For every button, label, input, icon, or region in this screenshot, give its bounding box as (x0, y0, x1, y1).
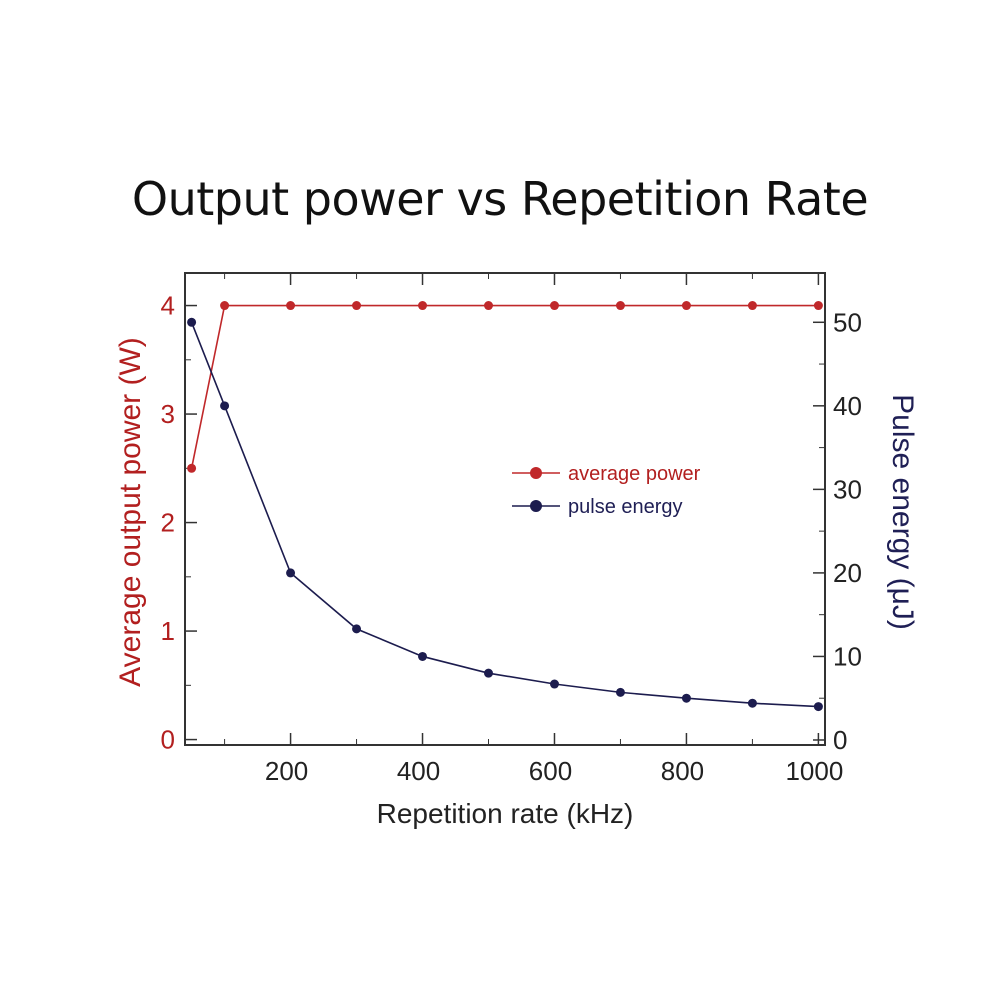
average-power-point (681, 301, 691, 311)
pulse-energy-point (549, 679, 559, 689)
average-power-point (484, 301, 494, 311)
average-power-point (615, 301, 625, 311)
legend: average power pulse energy (512, 463, 701, 518)
x-axis-label: Repetition rate (kHz) (377, 798, 634, 829)
x-tick-label: 400 (397, 756, 440, 786)
x-tick-label: 600 (529, 756, 572, 786)
pulse-energy-point (220, 401, 230, 411)
left-axis: 0 1 2 3 4 (161, 291, 197, 755)
y-left-tick-label: 2 (161, 508, 175, 538)
pulse-energy-point (747, 698, 757, 708)
y-right-tick-label: 50 (833, 307, 862, 337)
pulse-energy-point (352, 624, 362, 634)
bottom-axis: 200 400 600 800 1000 (224, 273, 843, 786)
y-right-tick-label: 0 (833, 725, 847, 755)
plot-frame (184, 272, 826, 746)
y-left-tick-label: 0 (161, 725, 175, 755)
pulse-energy-point (286, 568, 296, 578)
x-tick-label: 800 (661, 756, 704, 786)
pulse-energy-line (190, 321, 819, 708)
legend-marker-pulse-energy (530, 500, 542, 512)
average-power-point (286, 301, 296, 311)
pulse-energy-point (813, 702, 823, 712)
pulse-energy-point (681, 693, 691, 703)
y-left-tick-label: 4 (161, 291, 175, 321)
x-tick-label: 1000 (785, 756, 843, 786)
average-power-point (352, 301, 362, 311)
y-right-tick-label: 10 (833, 641, 862, 671)
average-power-point (418, 301, 428, 311)
y-left-tick-label: 1 (161, 616, 175, 646)
average-power-point (813, 301, 823, 311)
series-pulse-energy (187, 317, 823, 712)
x-tick-label: 200 (265, 756, 308, 786)
legend-label-pulse-energy: pulse energy (568, 496, 683, 518)
y-right-tick-label: 30 (833, 474, 862, 504)
legend-marker-average-power (530, 467, 542, 479)
average-power-line (190, 304, 819, 469)
y-axis-label-left: Average output power (W) (114, 337, 147, 687)
chart-title: Output power vs Repetition Rate (131, 172, 869, 226)
pulse-energy-point (484, 668, 494, 678)
average-power-point (747, 301, 757, 311)
y-right-tick-label: 20 (833, 558, 862, 588)
legend-label-average-power: average power (568, 463, 701, 485)
pulse-energy-point (615, 687, 625, 697)
pulse-energy-point (418, 651, 428, 661)
average-power-point (220, 301, 230, 311)
average-power-point (187, 463, 197, 473)
y-right-tick-label: 40 (833, 391, 862, 421)
y-axis-label-right: Pulse energy (μJ) (886, 394, 919, 630)
average-power-point (549, 301, 559, 311)
pulse-energy-point (187, 317, 197, 327)
y-left-tick-label: 3 (161, 399, 175, 429)
right-axis: 0 10 20 30 40 50 (813, 307, 862, 755)
series-average-power (187, 301, 823, 473)
